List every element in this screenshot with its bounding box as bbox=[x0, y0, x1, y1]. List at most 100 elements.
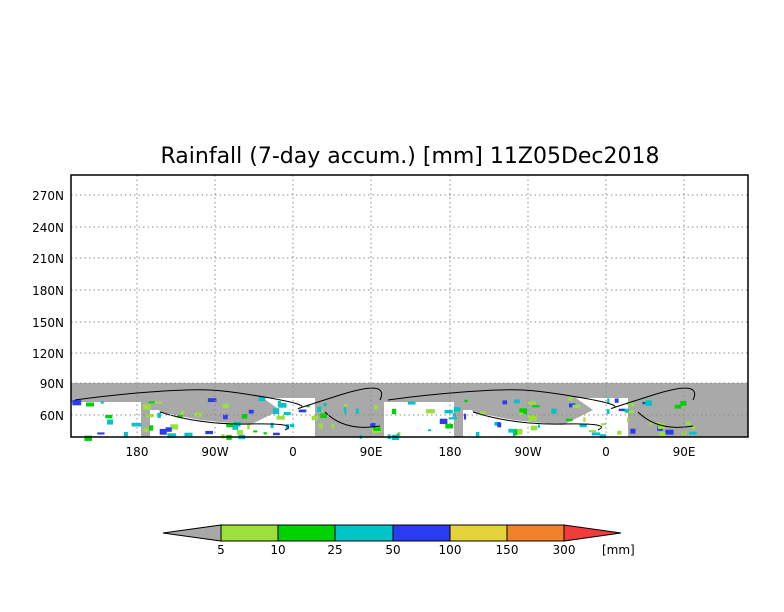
precip-cell bbox=[659, 431, 667, 436]
precip-cell bbox=[343, 406, 346, 411]
precip-cell bbox=[149, 425, 154, 431]
precip-cell bbox=[100, 401, 104, 404]
precip-cell bbox=[373, 427, 381, 431]
precip-cell bbox=[143, 428, 149, 432]
precip-cell bbox=[283, 412, 291, 415]
coastline-layer bbox=[74, 387, 696, 431]
precip-cell bbox=[551, 408, 557, 414]
longitude-axis: 180 90W 0 90E 180 90W 0 90E bbox=[126, 445, 696, 459]
colorbar-segment-150-300 bbox=[506, 524, 565, 542]
precip-cell bbox=[627, 417, 630, 423]
colorbar: 5 10 25 50 100 150 300 [mm] bbox=[162, 524, 635, 557]
precip-cell bbox=[630, 428, 636, 434]
precip-cell bbox=[392, 408, 397, 415]
precip-cell bbox=[591, 432, 601, 436]
lon-label-90e-a: 90E bbox=[360, 445, 383, 459]
lat-label-120n: 120N bbox=[32, 347, 64, 361]
lat-label-90n: 90N bbox=[40, 377, 64, 391]
gridlines bbox=[71, 175, 748, 437]
precip-cell bbox=[497, 422, 502, 428]
lat-label-270n: 270N bbox=[32, 189, 64, 203]
ocean-area bbox=[71, 402, 141, 437]
land-mass bbox=[325, 392, 383, 430]
colorbar-label-25: 25 bbox=[327, 543, 342, 557]
map-plot-area bbox=[70, 174, 749, 441]
precip-cell bbox=[448, 417, 458, 420]
precip-cell bbox=[475, 431, 480, 438]
precip-cell bbox=[289, 424, 295, 427]
colorbar-label-5: 5 bbox=[217, 543, 225, 557]
precip-cell bbox=[143, 404, 151, 410]
coastline bbox=[159, 411, 289, 431]
colorbar-segment-10-25 bbox=[277, 524, 336, 542]
precip-cell bbox=[72, 400, 82, 406]
lat-label-60n: 60N bbox=[40, 409, 64, 423]
precip-cell bbox=[205, 430, 213, 435]
coastline bbox=[472, 411, 602, 431]
precip-cell bbox=[107, 419, 113, 425]
colorbar-label-50: 50 bbox=[385, 543, 400, 557]
precip-cell bbox=[516, 428, 523, 435]
precip-cell bbox=[408, 401, 416, 405]
precip-cell bbox=[513, 399, 520, 404]
colorbar-label-100: 100 bbox=[439, 543, 462, 557]
land-mass bbox=[463, 390, 593, 425]
precip-cell bbox=[617, 430, 622, 435]
coastline bbox=[637, 411, 694, 428]
precip-cell bbox=[572, 404, 581, 408]
colorbar-segment-25-50 bbox=[334, 524, 394, 542]
colorbar-segment-50-100 bbox=[392, 524, 451, 542]
precip-cell bbox=[253, 430, 258, 433]
precip-cell bbox=[508, 428, 517, 433]
precip-cell bbox=[530, 425, 538, 431]
lat-label-150n: 150N bbox=[32, 316, 64, 330]
precip-cell bbox=[194, 412, 203, 417]
precip-cell bbox=[167, 433, 176, 438]
lon-label-0-a: 0 bbox=[289, 445, 297, 459]
precip-cell bbox=[453, 407, 461, 412]
precip-cell bbox=[247, 423, 250, 430]
precip-cell bbox=[355, 408, 359, 414]
precip-cell bbox=[494, 421, 500, 426]
precip-cell bbox=[344, 404, 348, 407]
precip-cell bbox=[86, 402, 94, 407]
precip-cell bbox=[691, 426, 696, 430]
precip-cell bbox=[222, 403, 229, 409]
precip-cell bbox=[320, 413, 327, 418]
precip-cell bbox=[625, 410, 634, 414]
precip-cell bbox=[177, 415, 183, 418]
precip-cell bbox=[519, 408, 527, 414]
precip-cell bbox=[512, 431, 516, 437]
precip-cell bbox=[180, 411, 185, 415]
coastline bbox=[387, 387, 696, 409]
colorbar-segment-100-150 bbox=[449, 524, 508, 542]
precip-cell bbox=[236, 429, 244, 435]
precip-cell bbox=[318, 423, 323, 429]
lat-label-240n: 240N bbox=[32, 221, 64, 235]
precip-cell bbox=[568, 397, 573, 401]
precip-cell bbox=[665, 429, 674, 435]
precip-cell bbox=[618, 408, 626, 412]
precip-cell bbox=[689, 431, 697, 435]
precip-cell bbox=[599, 434, 607, 438]
precip-cell bbox=[145, 414, 154, 418]
colorbar-label-10: 10 bbox=[270, 543, 285, 557]
precip-cell bbox=[606, 409, 610, 414]
precip-cell bbox=[306, 405, 310, 408]
precip-cell bbox=[272, 408, 280, 415]
precip-cell bbox=[565, 418, 573, 421]
colorbar-label-300: 300 bbox=[553, 543, 576, 557]
precip-cell bbox=[226, 424, 234, 428]
precip-cell bbox=[532, 405, 540, 408]
precip-cell bbox=[248, 409, 254, 414]
lon-label-0-b: 0 bbox=[602, 445, 610, 459]
precip-cell bbox=[123, 431, 128, 438]
lon-label-90w-a: 90W bbox=[201, 445, 228, 459]
precip-cell bbox=[165, 427, 172, 432]
precip-cell bbox=[223, 414, 228, 420]
precip-cell bbox=[583, 417, 586, 422]
colorbar-label-150: 150 bbox=[496, 543, 519, 557]
precip-cell bbox=[514, 429, 518, 436]
precip-cell bbox=[426, 409, 435, 414]
